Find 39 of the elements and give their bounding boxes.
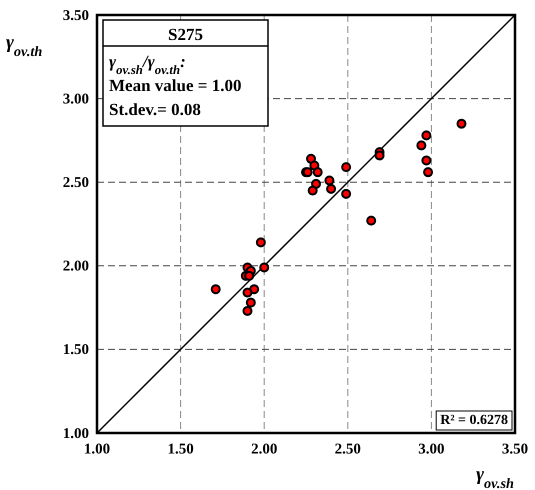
point	[242, 306, 252, 316]
point	[421, 155, 432, 166]
x-tick-label: 3.00	[418, 442, 445, 458]
y-axis-title: γ$_{ov.th}$	[6, 32, 42, 60]
point	[416, 140, 426, 150]
annotation: R² = 0.6278	[440, 413, 508, 428]
point	[308, 186, 318, 196]
point	[210, 284, 221, 294]
point	[242, 288, 252, 298]
point	[366, 216, 376, 226]
point	[326, 184, 336, 194]
x-axis-title: γ$_{ov.sh}$	[476, 464, 514, 490]
point	[259, 262, 270, 272]
y-tick-label: 2.00	[62, 258, 89, 275]
annotation: Mean value = 1.00	[109, 76, 242, 95]
y-tick-label: 3.00	[62, 91, 89, 108]
point	[341, 188, 352, 199]
point	[341, 162, 352, 172]
point	[456, 118, 466, 129]
y-tick-label: 1.00	[62, 426, 89, 442]
point	[324, 176, 334, 186]
x-tick-label: 2.00	[251, 442, 278, 458]
x-tick-label: 2.50	[334, 442, 361, 458]
x-tick-label: 1.50	[167, 442, 194, 458]
point	[423, 167, 434, 178]
y-tick-label: 3.50	[62, 8, 89, 24]
x-tick-label: 1.00	[84, 442, 110, 458]
point	[244, 270, 254, 281]
point	[374, 150, 385, 160]
point	[256, 237, 266, 248]
y-tick-label: 1.50	[62, 342, 89, 358]
point	[421, 130, 432, 140]
point	[312, 167, 323, 178]
x-tick-label: 3.50	[502, 442, 528, 458]
y-tick-label: 2.50	[62, 175, 89, 191]
annotation: γ$_{ov.sh}$/γ$_{ov.th}$:	[109, 52, 186, 77]
annotation: S275	[168, 25, 203, 44]
point	[246, 298, 256, 308]
annotation: St.dev.= 0.08	[109, 100, 201, 119]
